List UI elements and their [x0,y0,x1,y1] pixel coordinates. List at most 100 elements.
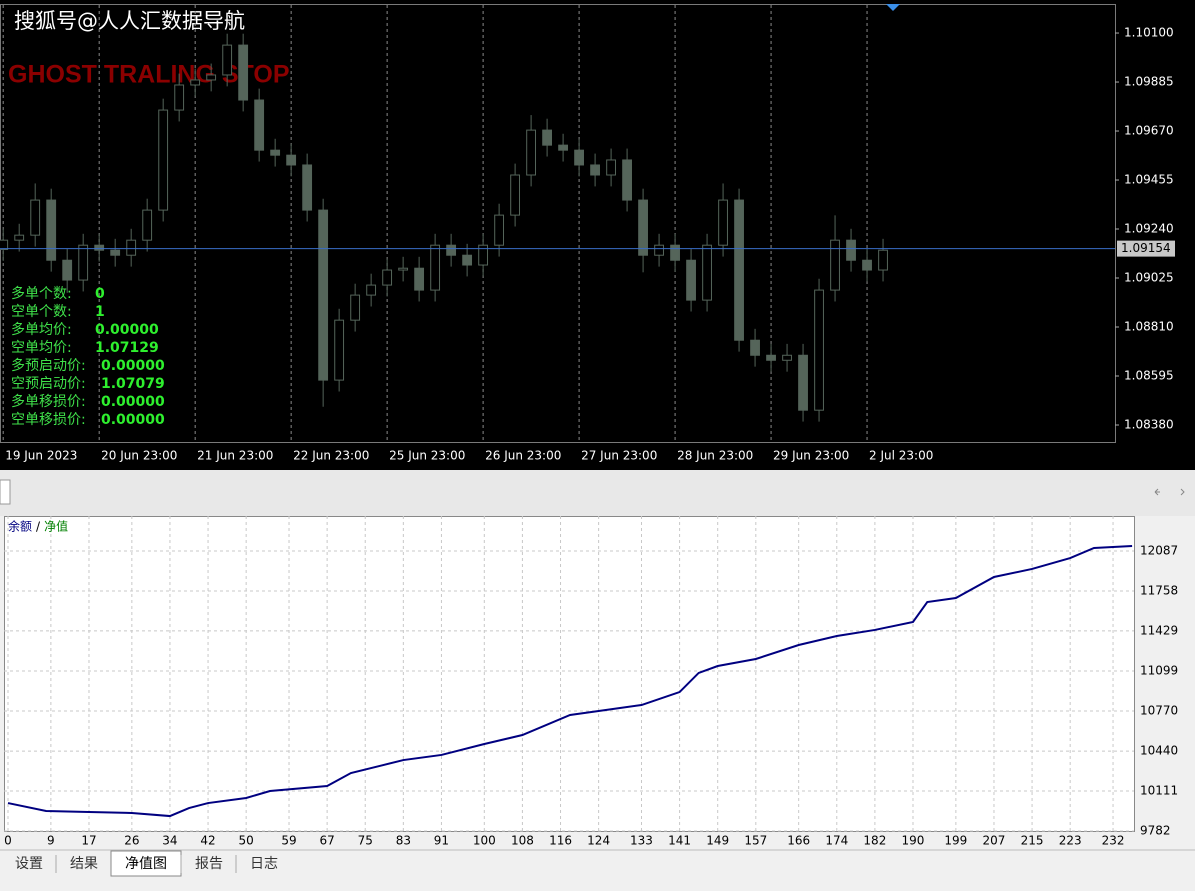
scrollbar-thumb[interactable] [0,479,11,505]
y-tick-label: 1.08810 [1124,320,1174,334]
x-tick-label: 2 Jul 23:00 [869,449,933,463]
x-tick-label: 232 [1102,834,1125,848]
tab[interactable]: 报告 [195,856,223,872]
info-label: 多单移损价: [11,393,86,410]
y-tick-label: 10111 [1140,784,1178,798]
candle-body [414,267,425,291]
candle-body [734,199,744,341]
candle-body [62,259,73,281]
info-value: 0.00000 [95,322,159,338]
candle-body [558,144,568,151]
candle-body [190,79,201,86]
x-tick-label: 0 [4,834,12,848]
candle-body [110,249,121,256]
info-label: 空单个数: [11,304,72,320]
tab[interactable]: 设置 [15,856,43,872]
active-tab[interactable] [110,850,182,877]
y-tick-label: 1.09670 [1124,124,1174,138]
x-tick-label: 157 [744,834,767,848]
legend-separator: / [36,520,41,534]
x-tick-label: 67 [319,834,334,848]
scroll-arrows[interactable] [1154,488,1185,496]
info-label: 空单移损价: [11,412,86,428]
candle-body [718,199,728,246]
candle-body [238,44,249,101]
candle-body [622,159,632,201]
y-tick-label: 1.08595 [1124,369,1174,383]
equity-line [7,545,1133,818]
current-price-label: 1.09154 [1121,241,1171,255]
candle-body [366,284,377,296]
candle-body [638,199,648,256]
x-tick-label: 199 [944,834,967,848]
y-tick-label: 10440 [1140,744,1178,758]
candle-body [78,244,89,281]
x-tick-label: 91 [434,834,449,848]
candle-body [126,239,137,256]
candle-body [478,244,489,266]
info-label: 空预启动价: [11,376,86,392]
candle-body [254,99,265,151]
candle-body [14,234,25,241]
x-tick-label: 27 Jun 23:00 [581,449,657,463]
candle-body [46,199,57,261]
candle-body [830,239,840,291]
y-tick-label: 11429 [1140,623,1178,637]
candle-body [334,319,345,381]
x-tick-label: 174 [825,834,848,848]
x-tick-label: 25 Jun 23:00 [389,449,465,463]
candle-body [206,74,217,81]
watermark: 搜狐号@人人汇数据导航 [14,9,245,33]
tab[interactable]: 净值图 [125,856,167,872]
candle-body [766,354,776,361]
candle-body [350,294,361,321]
y-tick-label: 11099 [1140,664,1178,678]
candle-body [0,239,9,251]
x-tick-label: 50 [239,834,254,848]
candle-body [286,154,297,166]
candle-body [30,199,41,236]
legend-entry: 余额 [8,519,32,534]
info-label: 空单均价: [11,340,72,356]
x-tick-label: 182 [863,834,886,848]
candle-body [446,244,457,256]
x-tick-label: 34 [162,834,177,848]
x-tick-label: 26 [124,834,139,848]
candle-body [462,254,473,266]
x-tick-label: 207 [983,834,1006,848]
tab[interactable]: 日志 [250,856,278,872]
y-tick-label: 1.10100 [1124,26,1174,40]
candle-body [878,249,888,271]
tab[interactable]: 结果 [70,856,98,872]
x-tick-label: 166 [787,834,810,848]
equity-plot-frame [4,516,1135,832]
x-tick-label: 108 [511,834,534,848]
shift-marker [886,4,900,11]
info-value: 0 [95,286,105,302]
candle-body [398,267,409,271]
info-value: 1.07129 [95,340,159,356]
x-tick-label: 149 [706,834,729,848]
y-tick-label: 1.09025 [1124,271,1174,285]
x-tick-label: 21 Jun 23:00 [197,449,273,463]
y-tick-label: 1.09455 [1124,173,1174,187]
y-tick-label: 1.09885 [1124,75,1174,89]
candle-body [814,289,824,411]
candle-body [382,269,393,286]
candle-body [606,159,616,176]
info-value: 0.00000 [101,412,165,428]
x-tick-label: 223 [1059,834,1082,848]
candle-body [526,129,537,176]
x-tick-label: 141 [668,834,691,848]
x-tick-label: 100 [473,834,496,848]
x-tick-label: 133 [630,834,653,848]
info-value: 0.00000 [101,358,165,374]
candle-body [158,109,169,211]
x-tick-label: 19 Jun 2023 [5,449,77,463]
candle-body [430,244,441,291]
candle-body [318,209,329,381]
candle-body [510,174,521,216]
price-plot-frame [0,4,1116,443]
info-value: 1 [95,304,105,320]
